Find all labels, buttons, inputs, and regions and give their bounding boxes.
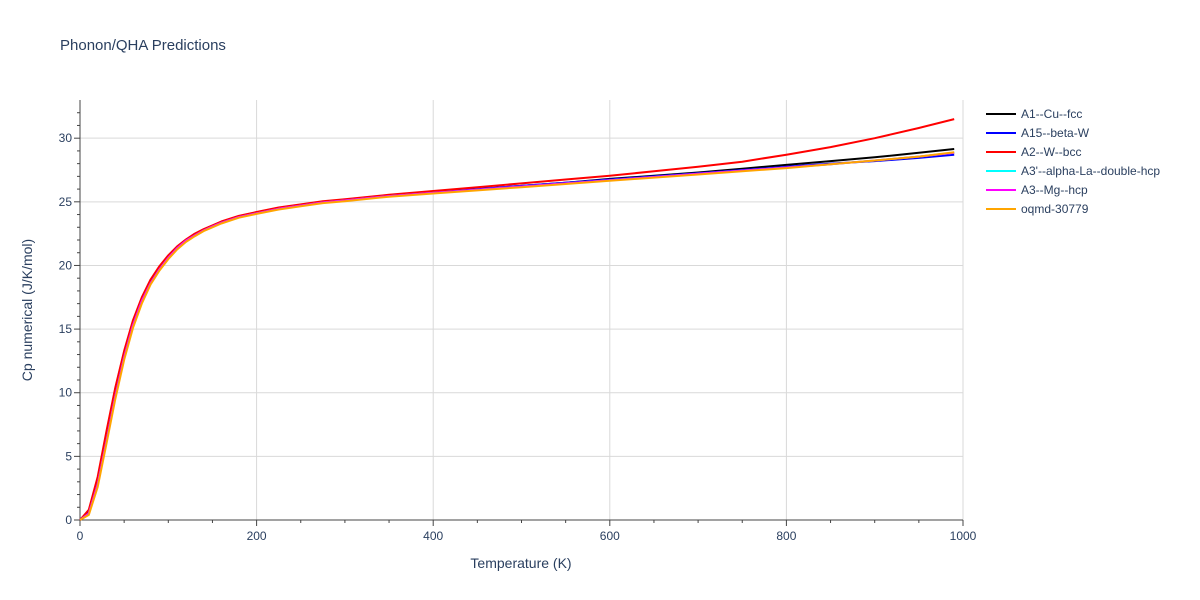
x-tick-label: 200 <box>247 529 267 543</box>
x-tick-label: 0 <box>77 529 84 543</box>
x-tick-label: 800 <box>776 529 796 543</box>
y-tick-label: 25 <box>59 195 73 209</box>
y-tick-label: 10 <box>59 386 73 400</box>
legend-label: A1--Cu--fcc <box>1021 107 1082 121</box>
legend-label: A2--W--bcc <box>1021 145 1081 159</box>
axes <box>74 100 964 526</box>
x-tick-label: 400 <box>423 529 443 543</box>
series-line-3 <box>79 151 955 521</box>
series-line-4 <box>79 151 955 521</box>
x-tick-label: 600 <box>600 529 620 543</box>
legend-item[interactable]: A15--beta-W <box>986 126 1090 140</box>
legend-item[interactable]: A3--Mg--hcp <box>986 183 1088 197</box>
legend-item[interactable]: A2--W--bcc <box>986 145 1081 159</box>
grid <box>80 100 964 520</box>
y-tick-label: 20 <box>59 258 73 272</box>
legend-item[interactable]: A3'--alpha-La--double-hcp <box>986 164 1160 178</box>
x-tick-label: 1000 <box>950 529 977 543</box>
legend-item[interactable]: oqmd-30779 <box>986 202 1089 216</box>
series-line-1 <box>79 153 955 521</box>
legend-label: A15--beta-W <box>1021 126 1090 140</box>
legend-label: A3'--alpha-La--double-hcp <box>1021 164 1160 178</box>
legend[interactable]: A1--Cu--fcc A15--beta-W A2--W--bcc A3'--alp… <box>986 107 1160 216</box>
series-line-2 <box>79 118 955 521</box>
y-tick-label: 30 <box>59 131 73 145</box>
y-tick-label: 0 <box>65 513 72 527</box>
tick-labels: 0 200 400 600 800 1000 0 5 10 15 20 25 30 <box>59 131 977 543</box>
series-line-5 <box>79 151 955 521</box>
series-layer <box>79 118 955 521</box>
y-axis-title: Cp numerical (J/K/mol) <box>19 239 35 381</box>
x-axis-title: Temperature (K) <box>470 555 571 571</box>
y-tick-label: 15 <box>59 322 73 336</box>
legend-label: A3--Mg--hcp <box>1021 183 1088 197</box>
legend-item[interactable]: A1--Cu--fcc <box>986 107 1082 121</box>
chart-title: Phonon/QHA Predictions <box>60 37 226 54</box>
legend-label: oqmd-30779 <box>1021 202 1089 216</box>
series-line-0 <box>79 148 955 521</box>
y-tick-label: 5 <box>65 449 72 463</box>
